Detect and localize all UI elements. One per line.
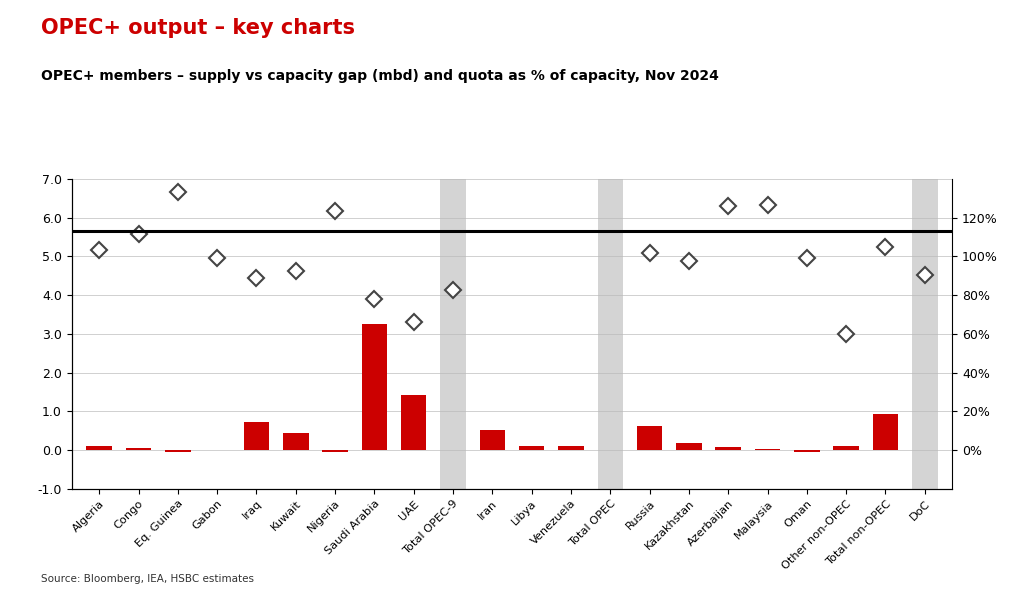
Bar xyxy=(519,446,545,450)
Bar xyxy=(598,179,623,489)
Bar xyxy=(126,448,152,450)
Bar xyxy=(912,179,938,489)
Bar xyxy=(676,443,701,450)
Bar xyxy=(834,446,859,450)
Bar xyxy=(401,395,426,450)
Bar xyxy=(244,422,269,450)
Bar xyxy=(872,414,898,450)
Bar xyxy=(440,179,466,489)
Bar xyxy=(558,446,584,450)
Bar xyxy=(361,324,387,450)
Bar xyxy=(86,446,112,450)
Bar xyxy=(165,450,190,452)
Bar xyxy=(716,447,741,450)
Text: OPEC+ members – supply vs capacity gap (mbd) and quota as % of capacity, Nov 202: OPEC+ members – supply vs capacity gap (… xyxy=(41,69,719,82)
Bar xyxy=(479,430,505,450)
Text: Source: Bloomberg, IEA, HSBC estimates: Source: Bloomberg, IEA, HSBC estimates xyxy=(41,574,254,584)
Bar xyxy=(637,426,663,450)
Bar xyxy=(755,449,780,450)
Bar xyxy=(323,450,348,452)
Bar xyxy=(283,433,308,450)
Text: OPEC+ output – key charts: OPEC+ output – key charts xyxy=(41,18,355,38)
Bar xyxy=(794,450,819,452)
